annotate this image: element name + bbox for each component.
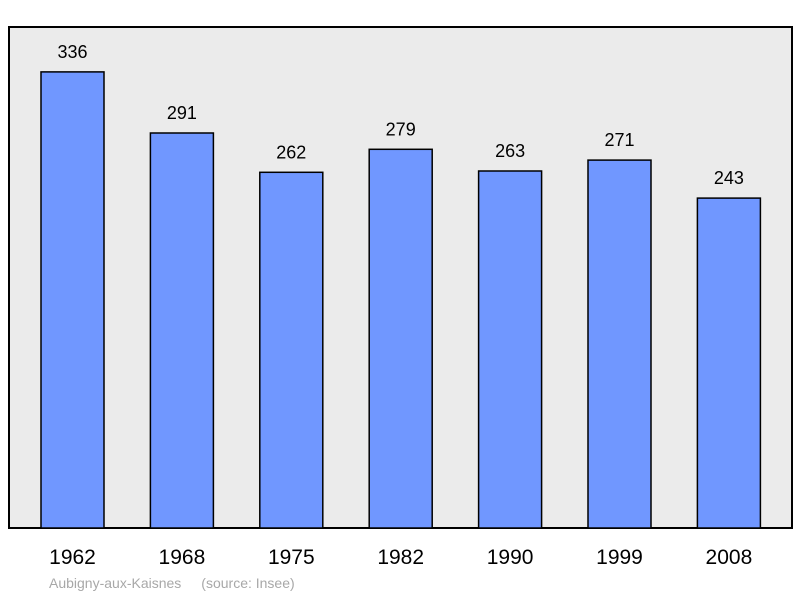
tick-label-1999: 1999 <box>596 546 643 569</box>
value-label-1999: 271 <box>604 130 634 150</box>
tick-label-1962: 1962 <box>49 546 96 569</box>
chart-caption: Aubigny-aux-Kaisnes (source: Insee) <box>49 575 295 591</box>
bar-2008 <box>696 197 762 529</box>
value-label-1968: 291 <box>167 103 197 123</box>
bar-1962 <box>40 71 105 529</box>
caption-source: (source: Insee) <box>201 575 295 591</box>
caption-place: Aubigny-aux-Kaisnes <box>49 575 182 591</box>
bar-1982 <box>368 148 433 529</box>
tick-labels-layer: 1962 1968 1975 1982 1990 1999 2008 <box>49 546 752 569</box>
value-label-1962: 336 <box>57 42 87 62</box>
bar-1968 <box>149 132 215 529</box>
value-label-1982: 279 <box>386 119 416 139</box>
value-labels-layer: 336 291 262 279 263 271 243 <box>57 42 743 188</box>
value-label-1990: 263 <box>495 141 525 161</box>
tick-label-1975: 1975 <box>268 546 315 569</box>
tick-label-1968: 1968 <box>159 546 206 569</box>
bar-1975 <box>259 171 324 529</box>
value-label-1975: 262 <box>276 142 306 162</box>
tick-label-2008: 2008 <box>706 546 753 569</box>
value-label-2008: 243 <box>714 168 744 188</box>
bar-1990 <box>477 170 543 529</box>
tick-label-1990: 1990 <box>487 546 534 569</box>
tick-label-1982: 1982 <box>377 546 424 569</box>
bars-layer <box>40 71 762 529</box>
bar-1999 <box>587 159 652 529</box>
